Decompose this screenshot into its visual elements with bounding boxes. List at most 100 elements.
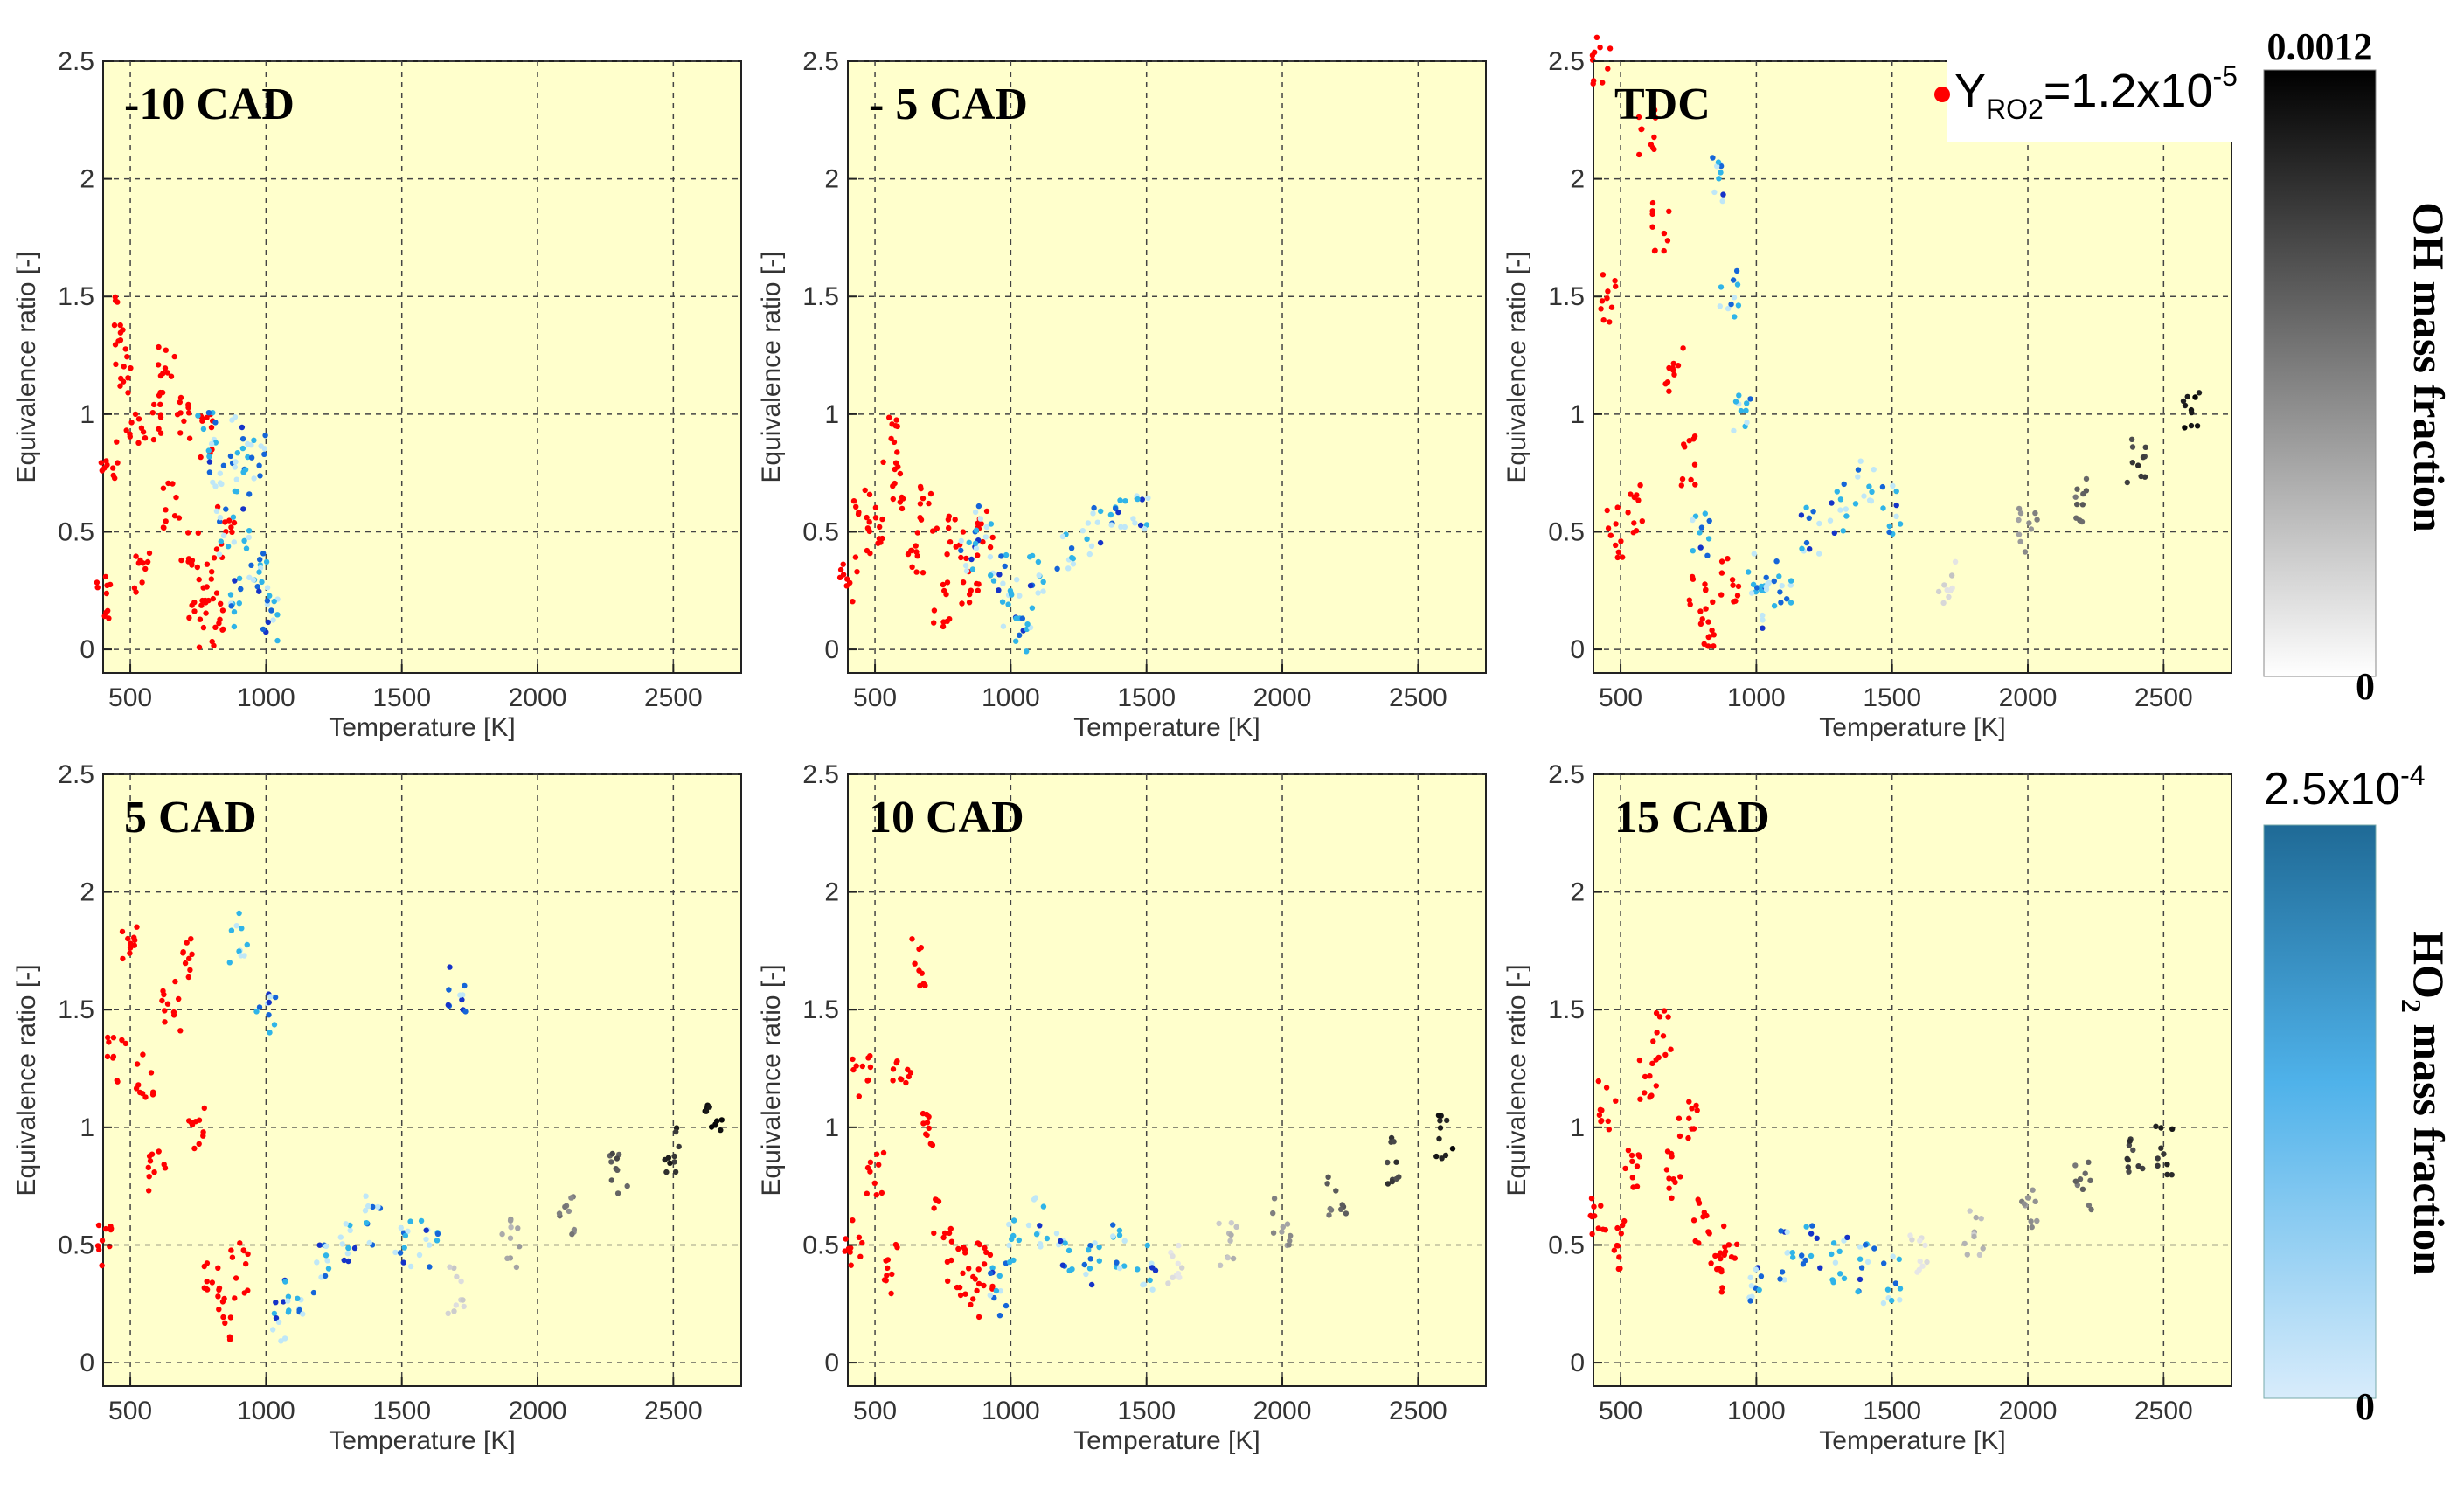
data-point [164, 1001, 171, 1007]
data-point [608, 1159, 614, 1165]
data-point [1595, 1078, 1602, 1085]
panel-title: 5 CAD [124, 793, 257, 843]
x-tick-label: 1000 [1727, 683, 1786, 712]
data-point [2128, 436, 2135, 442]
data-point [1722, 1248, 1729, 1255]
data-point [459, 996, 465, 1003]
data-point [916, 967, 922, 974]
data-point [1676, 1133, 1683, 1140]
data-point [362, 1208, 369, 1214]
x-tick-label: 2500 [644, 683, 703, 712]
data-point [236, 600, 242, 607]
data-point [228, 927, 235, 933]
data-point [196, 576, 202, 583]
data-point [1705, 634, 1711, 641]
data-point [975, 520, 981, 526]
data-point [1746, 569, 1752, 575]
data-point [1228, 1231, 1234, 1238]
data-point [135, 440, 142, 446]
ho2-colorbar-label: HO2 mass fraction [2396, 931, 2454, 1275]
data-point [460, 1297, 466, 1303]
data-point [1135, 1266, 1141, 1273]
data-point [1666, 388, 1672, 394]
x-tick-label: 500 [108, 1397, 152, 1425]
data-point [1779, 1269, 1786, 1275]
data-point [200, 416, 206, 422]
data-point [165, 480, 171, 487]
data-point [973, 527, 980, 533]
data-point [398, 1224, 404, 1231]
y-axis-label: Equivalence ratio [-] [757, 251, 786, 482]
data-point [1614, 1243, 1621, 1249]
data-point [1892, 1280, 1899, 1286]
y-tick-label: 2 [824, 165, 839, 194]
data-point [1391, 1139, 1397, 1145]
data-point [897, 470, 904, 477]
data-point [1711, 632, 1718, 638]
data-point [1096, 1258, 1103, 1264]
data-point [149, 1092, 156, 1098]
data-point [1729, 577, 1736, 583]
data-point [1149, 1260, 1155, 1266]
oh-colorbar-gradient [2263, 69, 2377, 677]
data-point [1607, 532, 1614, 538]
data-point [898, 1076, 904, 1082]
data-point [106, 615, 112, 621]
data-point [1690, 548, 1697, 554]
data-point [1696, 1199, 1702, 1206]
data-point [216, 1307, 222, 1313]
data-point [462, 982, 468, 989]
data-point [1165, 1280, 1171, 1286]
data-point [281, 1335, 288, 1342]
data-point [1690, 576, 1697, 582]
data-point [445, 1310, 451, 1317]
data-point [111, 322, 118, 329]
data-point [132, 411, 139, 418]
data-point [975, 581, 982, 587]
data-point [905, 551, 912, 558]
data-point [1866, 483, 1872, 489]
x-tick-label: 1000 [1727, 1397, 1786, 1425]
data-point [1653, 1009, 1660, 1016]
data-point [1044, 1235, 1051, 1242]
data-point [1719, 1285, 1725, 1291]
data-point [1704, 1212, 1710, 1219]
data-point [906, 1073, 913, 1080]
data-point [867, 1064, 874, 1071]
data-point [191, 608, 198, 614]
data-point [856, 1234, 863, 1241]
data-point [2028, 1218, 2034, 1224]
data-point [125, 375, 131, 381]
data-point [1279, 1229, 1285, 1235]
data-point [1829, 500, 1835, 506]
data-point [929, 528, 936, 534]
data-point [246, 528, 253, 534]
data-point [890, 1066, 897, 1072]
data-point [1827, 517, 1834, 524]
data-point [1704, 552, 1711, 558]
data-point [2079, 1186, 2086, 1193]
data-point [1040, 588, 1046, 594]
data-point [1149, 1265, 1156, 1271]
data-point [206, 459, 213, 465]
data-point [850, 498, 857, 504]
data-point [1679, 475, 1686, 482]
data-point [962, 1291, 968, 1297]
data-point [1121, 524, 1128, 531]
data-point [1837, 507, 1843, 513]
data-point [234, 450, 240, 456]
data-point [1233, 1224, 1239, 1231]
data-point [1702, 581, 1708, 587]
data-point [246, 491, 253, 497]
data-point [1692, 482, 1698, 488]
data-point [232, 578, 238, 584]
data-point [1599, 298, 1606, 304]
data-series [1690, 155, 1904, 631]
data-point [322, 1273, 329, 1279]
data-point [185, 410, 192, 416]
data-point [156, 1148, 162, 1155]
data-point [556, 1210, 563, 1217]
data-point [1837, 496, 1844, 503]
data-point [187, 967, 193, 974]
data-point [1944, 586, 1950, 593]
